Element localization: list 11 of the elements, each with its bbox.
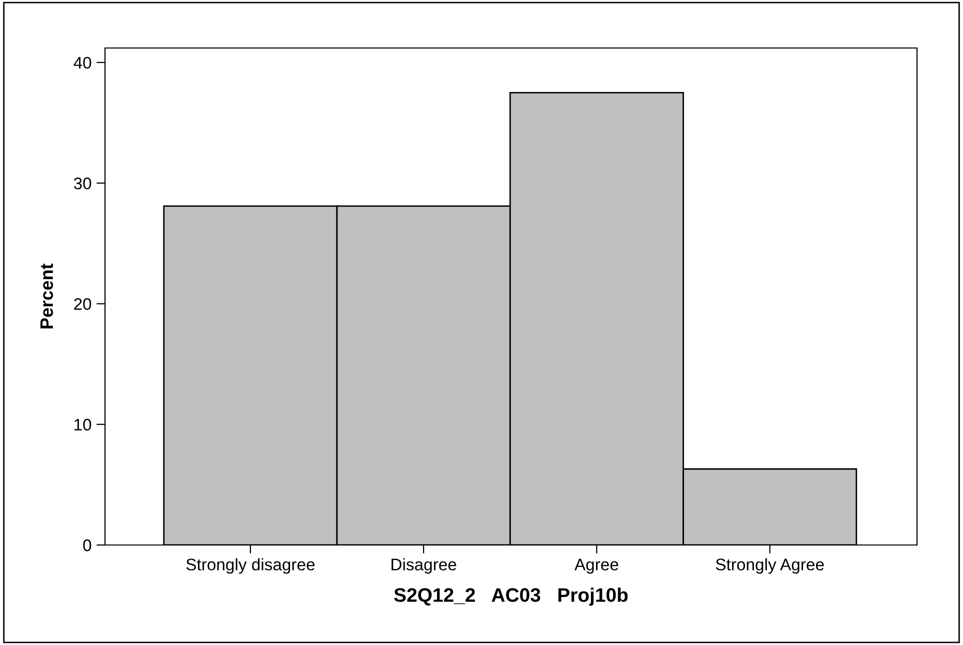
y-tick-label: 0 bbox=[83, 539, 92, 552]
x-tick-label: Disagree bbox=[392, 558, 456, 574]
x-tick-label: Agree bbox=[574, 558, 618, 574]
x-axis-title: S2Q12_2 AC03 Proj10b bbox=[394, 588, 628, 606]
y-axis-title: Percent bbox=[40, 264, 54, 328]
y-tick-label: 10 bbox=[74, 418, 92, 431]
y-tick-label: 30 bbox=[74, 178, 92, 190]
x-tick-label: Strongly Agree bbox=[716, 558, 824, 574]
y-tick-label: 20 bbox=[74, 298, 92, 310]
y-tick-label: 40 bbox=[74, 56, 92, 69]
x-tick-label: Strongly disagree bbox=[186, 558, 315, 574]
